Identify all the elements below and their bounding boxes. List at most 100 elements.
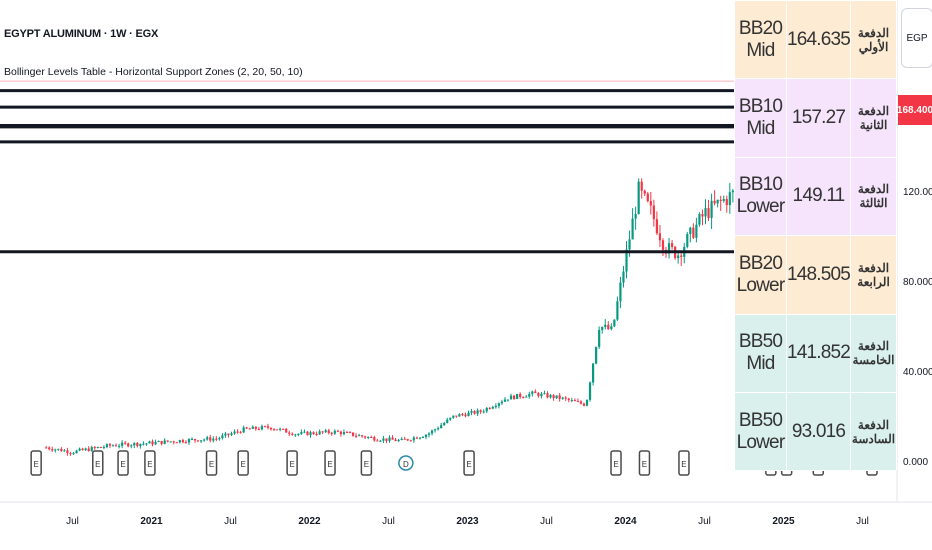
candle-body bbox=[409, 440, 412, 442]
earnings-marker bbox=[92, 450, 104, 476]
candle-body bbox=[397, 439, 400, 442]
candle-body bbox=[285, 428, 288, 433]
marker-letter: E bbox=[364, 460, 369, 469]
earnings-marker bbox=[237, 450, 249, 476]
candle-body bbox=[385, 438, 388, 441]
candle-body bbox=[196, 440, 200, 442]
candle-body bbox=[312, 432, 315, 434]
candle-body bbox=[163, 440, 166, 444]
candle-body bbox=[549, 395, 552, 398]
candle-body bbox=[227, 433, 230, 435]
candle-body bbox=[124, 442, 127, 444]
candle-body bbox=[540, 393, 543, 397]
candle-body bbox=[488, 407, 491, 409]
candle-body bbox=[576, 401, 579, 403]
x-tick-label: Jul bbox=[224, 516, 237, 527]
bb-level-value: 148.505 bbox=[785, 235, 852, 315]
candle-body bbox=[93, 447, 96, 449]
candle-body bbox=[558, 395, 561, 399]
candle-body bbox=[288, 432, 291, 434]
candle-body bbox=[446, 419, 449, 423]
candle-body bbox=[127, 443, 130, 447]
candle-body bbox=[215, 438, 218, 440]
candle-body bbox=[722, 199, 725, 201]
candle-body bbox=[154, 441, 157, 445]
candle-body bbox=[358, 435, 361, 437]
candle-body bbox=[382, 438, 385, 441]
candle-body bbox=[470, 411, 473, 413]
candle-body bbox=[695, 224, 698, 238]
candle-body bbox=[218, 438, 221, 440]
candle-body bbox=[45, 447, 48, 449]
candle-body bbox=[90, 447, 93, 452]
earnings-marker bbox=[678, 450, 690, 476]
candle-body bbox=[263, 426, 267, 428]
x-tick-label: Jul bbox=[382, 516, 395, 527]
candle-body bbox=[203, 439, 206, 441]
candle-body bbox=[403, 438, 406, 440]
candle-body bbox=[108, 444, 112, 446]
candle-body bbox=[181, 440, 184, 443]
candle-body bbox=[388, 437, 391, 441]
marker-letter: D bbox=[403, 460, 409, 469]
candle-body bbox=[443, 422, 446, 426]
candle-body bbox=[698, 214, 701, 225]
candle-body bbox=[634, 213, 637, 219]
candle-body bbox=[449, 417, 452, 420]
marker-letter: E bbox=[33, 460, 38, 469]
candle-body bbox=[221, 435, 224, 439]
candle-body bbox=[321, 431, 324, 433]
candle-body bbox=[175, 442, 178, 444]
candle-body bbox=[157, 440, 160, 442]
earnings-marker bbox=[30, 450, 42, 476]
candle-body bbox=[391, 437, 394, 440]
bb-level-label: الدفعة الخامسة bbox=[850, 313, 897, 393]
candle-body bbox=[713, 200, 716, 204]
bb-row: BB20 Lower 148.505 الدفعة الرابعة bbox=[734, 235, 897, 315]
chart-title: EGYPT ALUMINUM · 1W · EGX bbox=[4, 28, 159, 40]
candle-body bbox=[114, 445, 118, 447]
candle-body bbox=[519, 393, 522, 398]
last-price-tag: 168.400 bbox=[897, 95, 932, 125]
candle-body bbox=[458, 414, 461, 417]
candle-body bbox=[96, 447, 99, 449]
candle-body bbox=[111, 445, 115, 447]
candle-body bbox=[142, 443, 145, 445]
x-tick-label: 2024 bbox=[614, 516, 637, 527]
x-tick-label: Jul bbox=[856, 516, 869, 527]
earnings-marker bbox=[286, 450, 298, 476]
candle-body bbox=[230, 433, 233, 435]
bb-level-name: BB10 Lower bbox=[734, 156, 787, 237]
candle-body bbox=[658, 233, 662, 241]
candle-body bbox=[655, 219, 658, 234]
currency-button[interactable]: EGP bbox=[901, 8, 932, 68]
candle-body bbox=[595, 346, 598, 364]
dividend-marker bbox=[398, 455, 414, 471]
candle-body bbox=[63, 450, 66, 452]
candle-body bbox=[555, 395, 558, 399]
candle-body bbox=[710, 200, 713, 218]
candle-body bbox=[251, 426, 254, 429]
candle-body bbox=[327, 430, 330, 433]
candle-body bbox=[361, 435, 364, 437]
candle-body bbox=[75, 450, 78, 454]
candle-body bbox=[166, 440, 169, 442]
candle-body bbox=[646, 193, 649, 202]
x-tick-label: 2023 bbox=[456, 516, 479, 527]
candle-body bbox=[260, 426, 263, 430]
indicator-legend[interactable]: Bollinger Levels Table - Horizontal Supp… bbox=[4, 66, 303, 78]
candle-body bbox=[300, 432, 303, 434]
candle-body bbox=[242, 427, 245, 433]
candle-body bbox=[531, 391, 534, 394]
candle-body bbox=[680, 255, 683, 257]
candle-body bbox=[625, 249, 628, 272]
candle-body bbox=[78, 448, 81, 451]
candle-body bbox=[704, 208, 707, 217]
candle-body bbox=[692, 227, 695, 238]
candle-body bbox=[324, 430, 327, 433]
candle-body bbox=[452, 415, 455, 418]
y-tick-label: 80.000 bbox=[903, 277, 932, 288]
candle-body bbox=[48, 447, 51, 450]
candle-body bbox=[99, 447, 102, 449]
